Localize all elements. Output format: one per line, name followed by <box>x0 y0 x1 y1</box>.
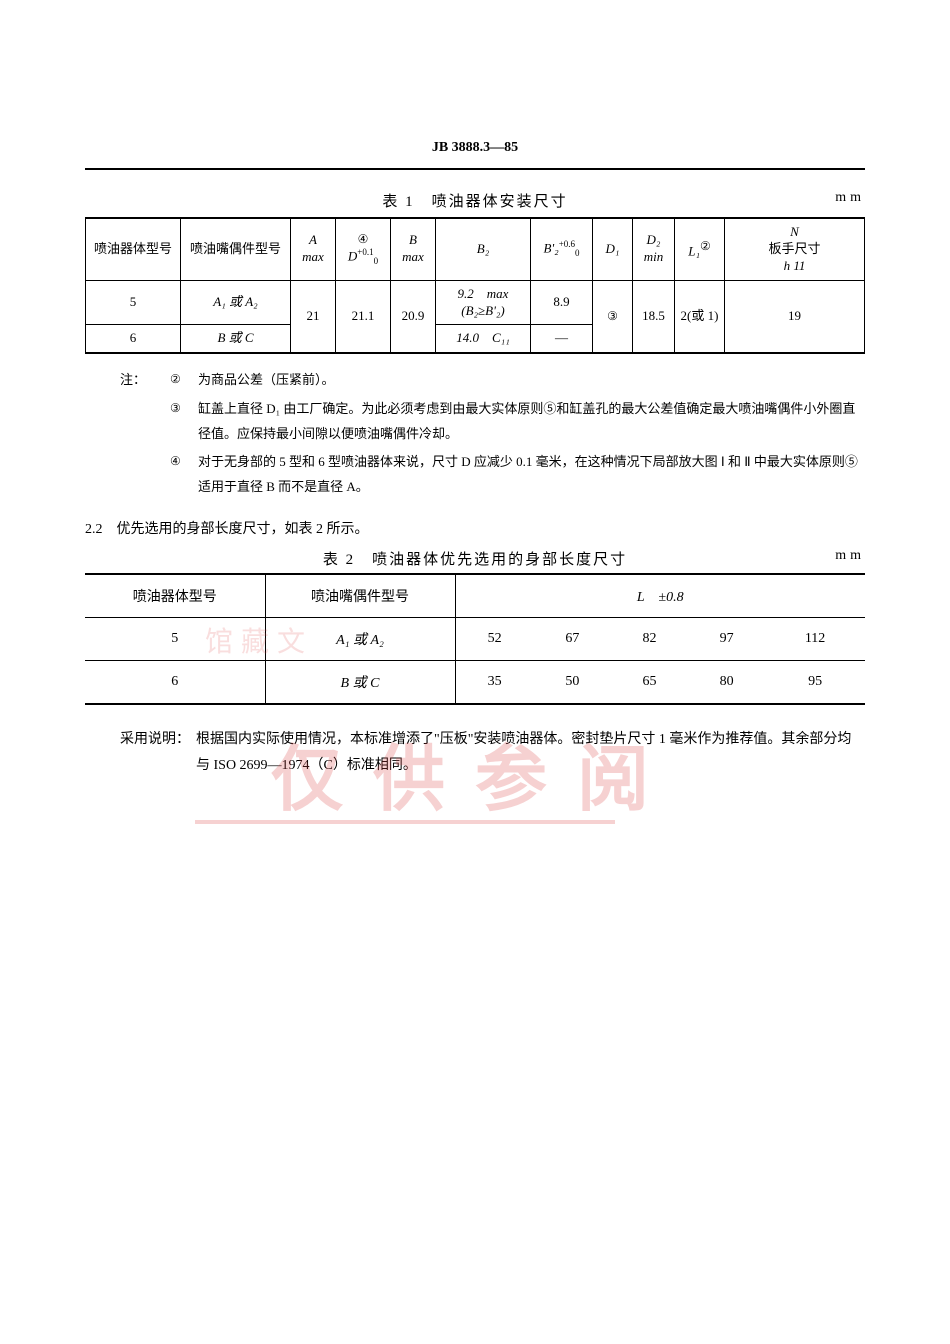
t1-c5: 20.9 <box>391 280 436 353</box>
t2-h2: 喷油嘴偶件型号 <box>265 574 455 618</box>
t1-r1c7: 8.9 <box>531 280 593 325</box>
table2: 喷油器体型号 喷油嘴偶件型号 L ±0.8 5 A₁ 或 A₂ 52 67 82… <box>85 573 865 705</box>
t1-c9: 18.5 <box>633 280 675 353</box>
header-rule <box>85 168 865 170</box>
table1-title: 表 1 喷油器体安装尺寸 <box>85 190 865 211</box>
t1-h11: N 板手尺寸 h 11 <box>725 218 865 280</box>
t1-r1c2: A₁ 或 A₂ <box>181 280 291 325</box>
t1-h7: B'₂+0.60 <box>531 218 593 280</box>
t2-cell: 52 <box>455 617 534 660</box>
t1-c8: ③ <box>593 280 633 353</box>
t1-h6: B₂ <box>436 218 531 280</box>
t1-h9: D₂ min <box>633 218 675 280</box>
t2-cell: 112 <box>765 617 865 660</box>
t1-c4: 21.1 <box>336 280 391 353</box>
t2-r2c1: 6 <box>85 660 265 704</box>
note-num: ③ <box>170 397 198 446</box>
t1-c3: 21 <box>291 280 336 353</box>
adoption-label: 采用说明： <box>120 727 196 780</box>
document-number: JB 3888.3—85 <box>85 140 865 156</box>
t1-h1: 喷油器体型号 <box>86 218 181 280</box>
t2-cell: 80 <box>688 660 765 704</box>
t2-h3: L ±0.8 <box>455 574 865 618</box>
t2-cell: 65 <box>611 660 688 704</box>
table2-unit: mm <box>835 548 865 564</box>
adoption-text: 根据国内实际使用情况，本标准增添了"压板"安装喷油器体。密封垫片尺寸 1 毫米作… <box>196 727 865 780</box>
table1-unit: mm <box>835 190 865 206</box>
t1-r1c1: 5 <box>86 280 181 325</box>
note-text: 为商品公差（压紧前）。 <box>198 368 865 393</box>
t1-r2c2: B 或 C <box>181 325 291 353</box>
table-row: 5 A₁ 或 A₂ 21 21.1 20.9 9.2 max (B₂≥B'₂) … <box>86 280 865 325</box>
t1-r2c6: 14.0 C₁₁ <box>436 325 531 353</box>
t2-cell: 50 <box>534 660 611 704</box>
t1-r2c1: 6 <box>86 325 181 353</box>
t1-h8: D₁ <box>593 218 633 280</box>
t1-h4: ④ D+0.10 <box>336 218 391 280</box>
table2-title: 表 2 喷油器体优先选用的身部长度尺寸 <box>85 548 865 569</box>
t2-cell: 35 <box>455 660 534 704</box>
table-row: 5 A₁ 或 A₂ 52 67 82 97 112 <box>85 617 865 660</box>
t2-cell: 82 <box>611 617 688 660</box>
t1-c11: 19 <box>725 280 865 353</box>
t2-r2c2: B 或 C <box>265 660 455 704</box>
t2-cell: 97 <box>688 617 765 660</box>
notes-prefix: 注： <box>120 368 170 393</box>
t1-c10: 2(或 1) <box>675 280 725 353</box>
t1-h3: A max <box>291 218 336 280</box>
t1-r2c7: — <box>531 325 593 353</box>
t1-h5: B max <box>391 218 436 280</box>
note-num: ② <box>170 368 198 393</box>
t2-cell: 67 <box>534 617 611 660</box>
t1-h10: L₁② <box>675 218 725 280</box>
notes-block: 注： ② 为商品公差（压紧前）。 ③ 缸盖上直径 D₁ 由工厂确定。为此必须考虑… <box>120 368 865 499</box>
t2-h1: 喷油器体型号 <box>85 574 265 618</box>
t2-cell: 95 <box>765 660 865 704</box>
watermark-underline <box>195 820 615 824</box>
table1: 喷油器体型号 喷油嘴偶件型号 A max ④ D+0.10 B max B₂ B… <box>85 217 865 354</box>
note-text: 对于无身部的 5 型和 6 型喷油器体来说，尺寸 D 应减少 0.1 毫米，在这… <box>198 450 865 499</box>
adoption-note: 采用说明： 根据国内实际使用情况，本标准增添了"压板"安装喷油器体。密封垫片尺寸… <box>120 727 865 780</box>
t2-r1c2: A₁ 或 A₂ <box>265 617 455 660</box>
note-text: 缸盖上直径 D₁ 由工厂确定。为此必须考虑到由最大实体原则⑤和缸盖孔的最大公差值… <box>198 397 865 446</box>
t2-r1c1: 5 <box>85 617 265 660</box>
note-num: ④ <box>170 450 198 499</box>
t1-r1c6: 9.2 max (B₂≥B'₂) <box>436 280 531 325</box>
t1-h2: 喷油嘴偶件型号 <box>181 218 291 280</box>
section-2-2: 2.2 优先选用的身部长度尺寸，如表 2 所示。 <box>85 518 865 538</box>
table-row: 6 B 或 C 35 50 65 80 95 <box>85 660 865 704</box>
